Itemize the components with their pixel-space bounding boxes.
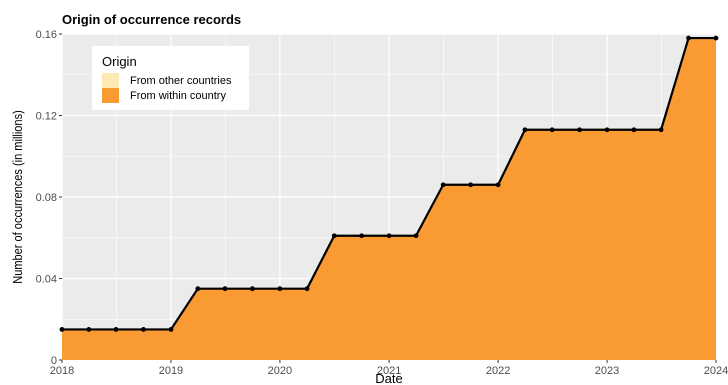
y-axis: 0 0.04 0.08 0.12 0.16 xyxy=(36,29,62,367)
data-point xyxy=(86,327,92,332)
x-tick-label: 2022 xyxy=(486,365,510,377)
y-tick-label: 0 xyxy=(51,355,57,367)
x-tick-label: 2021 xyxy=(377,365,401,377)
y-axis-title: Number of occurrences (in millions) xyxy=(10,110,25,284)
data-point xyxy=(549,127,555,133)
legend-label: From within country xyxy=(130,90,226,102)
data-point xyxy=(113,327,119,332)
x-tick-label: 2019 xyxy=(159,365,183,377)
data-point xyxy=(686,35,691,41)
legend: Origin From other countries From within co… xyxy=(92,46,249,110)
data-point xyxy=(604,127,610,133)
legend-swatch xyxy=(102,73,119,88)
x-axis: 2018 2019 2020 2021 2022 2023 2024 xyxy=(50,360,728,377)
legend-label: From other countries xyxy=(130,75,232,87)
legend-swatch xyxy=(102,88,119,103)
data-point xyxy=(440,182,446,188)
area-from-within-country xyxy=(62,38,716,360)
data-point xyxy=(359,233,365,239)
x-tick-label: 2018 xyxy=(50,365,74,377)
y-tick-label: 0.16 xyxy=(36,29,57,41)
data-point xyxy=(713,35,719,41)
data-point xyxy=(631,127,637,133)
data-point xyxy=(658,127,664,133)
chart-title: Origin of occurrence records xyxy=(62,12,241,27)
x-axis-title: Date xyxy=(375,371,402,385)
data-point xyxy=(413,233,419,239)
data-points xyxy=(59,35,719,332)
data-point xyxy=(304,286,310,292)
x-tick-label: 2024 xyxy=(704,365,728,377)
data-point xyxy=(522,127,528,133)
data-point xyxy=(168,327,174,332)
area-series xyxy=(62,38,716,360)
y-tick-label: 0.08 xyxy=(36,192,57,204)
data-point xyxy=(141,327,146,332)
data-point xyxy=(222,286,228,292)
data-point xyxy=(331,233,337,239)
data-point xyxy=(195,286,201,292)
x-tick-label: 2023 xyxy=(595,365,619,377)
y-tick-label: 0.12 xyxy=(36,111,57,123)
data-point xyxy=(577,127,582,133)
legend-title: Origin xyxy=(102,54,137,69)
y-tick-label: 0.04 xyxy=(36,274,57,286)
data-point xyxy=(495,182,501,188)
data-point xyxy=(59,327,65,332)
data-point xyxy=(468,182,474,188)
data-point xyxy=(250,286,255,292)
data-point xyxy=(277,286,283,292)
x-tick-label: 2020 xyxy=(268,365,292,377)
data-point xyxy=(386,233,392,239)
